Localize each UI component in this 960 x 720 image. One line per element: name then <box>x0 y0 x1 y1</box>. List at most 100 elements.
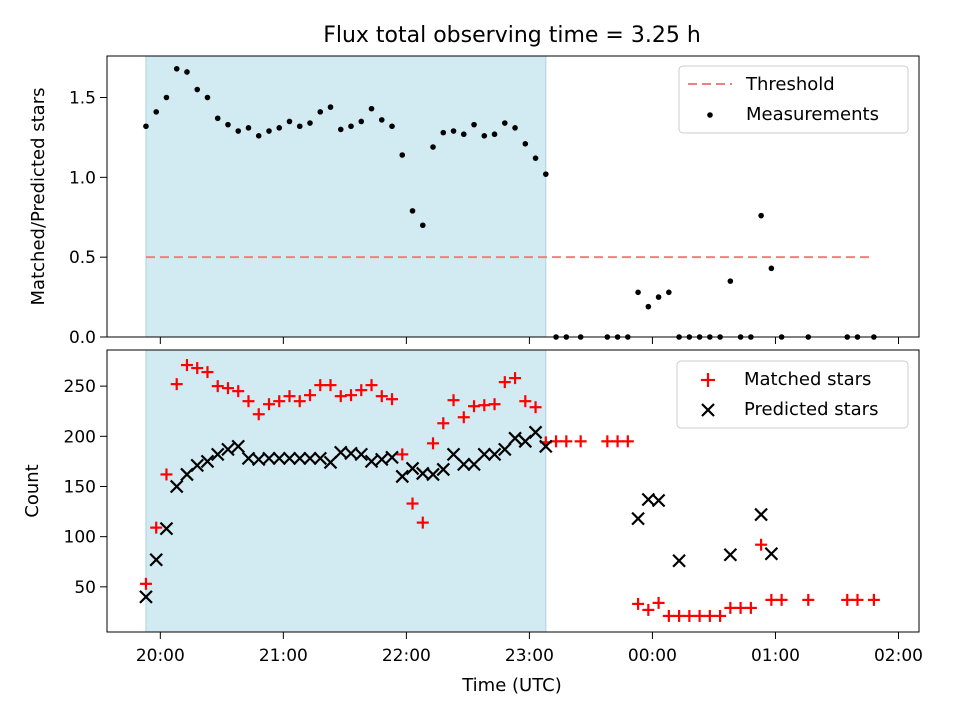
legend-matched-label: Matched stars <box>744 369 871 390</box>
predicted-star-point <box>487 447 502 462</box>
predicted-stars-series <box>139 425 779 604</box>
measurement-point <box>768 265 775 272</box>
predicted-star-point <box>292 451 307 466</box>
y-tick-label: 0.0 <box>69 328 96 348</box>
x-tick-label: 22:00 <box>382 646 431 666</box>
matched-star-point <box>252 408 265 421</box>
y-tick-label: 100 <box>64 528 96 548</box>
measurement-point <box>440 129 447 136</box>
matched-star-point <box>345 389 358 402</box>
predicted-star-point <box>405 461 420 476</box>
predicted-star-point <box>457 457 471 472</box>
top-y-ticks: 0.0 0.5 1.0 1.5 <box>69 89 107 348</box>
predicted-star-point <box>446 447 461 462</box>
legend-threshold-label: Threshold <box>745 74 835 95</box>
chart-title: Flux total observing time = 3.25 h <box>323 23 701 48</box>
matched-star-point <box>365 379 378 392</box>
measurement-point <box>635 289 641 296</box>
predicted-star-point <box>282 451 297 466</box>
predicted-star-point <box>426 467 440 482</box>
top-panel: 0.0 0.5 1.0 1.5 Matched/Predicted stars Thr… <box>28 55 920 348</box>
predicted-star-point <box>754 507 768 522</box>
matched-star-point <box>283 390 296 403</box>
legend-measurements-swatch <box>707 112 713 118</box>
matched-star-point <box>652 596 665 609</box>
measurement-point <box>266 128 272 134</box>
bottom-axes-frame <box>106 349 920 633</box>
matched-star-point <box>447 394 460 407</box>
matched-star-point <box>724 601 737 614</box>
y-tick-label: 0.5 <box>69 248 96 268</box>
legend-measurements-label: Measurements <box>746 104 879 125</box>
predicted-star-point <box>159 521 174 536</box>
legend-matched-swatch <box>701 373 715 387</box>
predicted-star-point <box>508 431 522 446</box>
matched-star-point <box>457 411 470 424</box>
predicted-star-point <box>436 462 451 477</box>
matched-star-point <box>488 398 501 411</box>
matched-star-point <box>232 385 245 398</box>
matched-star-point <box>703 609 716 622</box>
measurement-point <box>645 303 652 310</box>
matched-star-point <box>170 378 183 391</box>
measurement-point <box>286 118 293 125</box>
measurement-point <box>214 115 221 122</box>
matched-star-point <box>334 390 347 403</box>
predicted-star-point <box>539 439 553 454</box>
predicted-star-point <box>149 552 163 567</box>
y-tick-label: 150 <box>64 477 96 497</box>
measurement-point <box>481 133 488 139</box>
matched-star-point <box>180 359 193 372</box>
predicted-star-point <box>200 454 215 469</box>
x-tick-label: 00:00 <box>628 646 677 666</box>
bottom-panel: 50 100 150 200 250 20:00 21:00 22:00 23:00 00:00… <box>22 349 923 696</box>
measurement-point <box>235 128 242 134</box>
bottom-x-ticks: 20:00 21:00 22:00 23:00 00:00 01:00 02:00 <box>136 632 923 666</box>
measurement-point <box>522 141 529 147</box>
top-legend-box <box>678 65 909 134</box>
matched-star-point <box>867 593 880 606</box>
matched-star-point <box>755 538 768 551</box>
predicted-star-point <box>651 493 666 508</box>
measurement-point <box>317 109 324 115</box>
predicted-star-point <box>354 447 369 462</box>
measurement-point <box>419 222 426 229</box>
measurement-point <box>255 133 262 139</box>
measurement-point <box>471 121 477 128</box>
predicted-star-point <box>467 457 481 472</box>
y-tick-label: 1.5 <box>69 89 96 109</box>
measurement-point <box>143 123 149 130</box>
matched-star-point <box>683 609 696 622</box>
matched-star-point <box>744 601 757 614</box>
measurement-point <box>389 123 395 130</box>
y-tick-label: 1.0 <box>69 168 96 188</box>
matched-star-point <box>468 400 481 413</box>
measurement-point <box>666 289 672 296</box>
measurement-point <box>409 208 416 214</box>
predicted-star-point <box>303 451 317 466</box>
predicted-star-point <box>764 546 779 561</box>
matched-star-point <box>632 597 645 610</box>
predicted-star-point <box>631 511 645 526</box>
measurement-point <box>399 152 406 158</box>
bottom-y-axis-label: Count <box>22 464 43 517</box>
x-tick-label: 21:00 <box>259 646 308 666</box>
matched-star-point <box>802 593 815 606</box>
matched-star-point <box>662 609 675 622</box>
top-observing-window <box>145 55 547 338</box>
predicted-star-point <box>528 425 543 440</box>
x-tick-label: 23:00 <box>505 646 554 666</box>
measurement-point <box>512 125 518 131</box>
measurement-point <box>655 294 662 300</box>
y-tick-label: 250 <box>64 377 96 397</box>
y-tick-label: 50 <box>74 578 96 598</box>
matched-star-point <box>519 395 532 408</box>
measurement-point <box>491 131 498 138</box>
measurement-point <box>194 86 201 93</box>
matched-star-point <box>396 448 409 461</box>
predicted-star-point <box>210 447 225 462</box>
matched-star-point <box>221 382 234 395</box>
measurement-point <box>378 117 385 123</box>
measurement-point <box>543 171 549 177</box>
